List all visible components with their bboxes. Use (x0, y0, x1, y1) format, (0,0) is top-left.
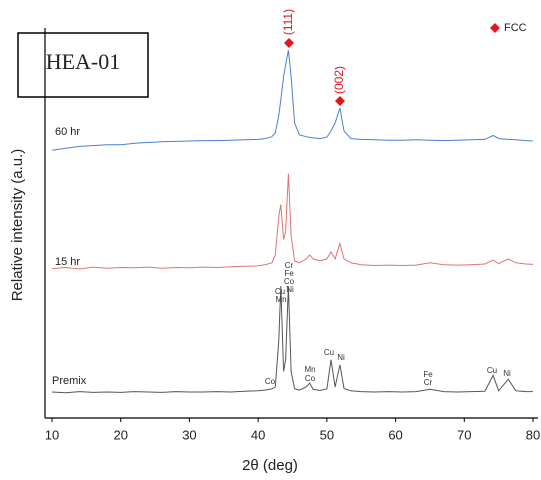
fcc-marker (284, 38, 294, 48)
annotation: Ni (337, 353, 345, 362)
annotation: Fe (284, 269, 294, 278)
annotation: Fe (423, 370, 433, 379)
annotation: Cr (285, 261, 294, 270)
annotation: (002) (332, 66, 346, 94)
y-axis-label: Relative intensity (a.u.) (9, 149, 26, 302)
annotation: Co (284, 277, 295, 286)
legend-marker (490, 23, 500, 33)
x-tick-label: 10 (45, 427, 59, 442)
fcc-marker (335, 96, 345, 106)
annotation: Co (305, 374, 316, 383)
legend-label: FCC (504, 22, 527, 34)
series-label: 15 hr (55, 256, 80, 268)
x-tick-label: 80 (526, 427, 540, 442)
label-box (17, 32, 149, 98)
annotation: Cu (275, 287, 285, 296)
annotation: Ni (286, 285, 294, 294)
x-tick-label: 50 (320, 427, 334, 442)
annotation: Ni (503, 369, 511, 378)
chart-label: HEA-01 (46, 49, 121, 74)
annotation: (111) (281, 9, 295, 35)
series-line (51, 286, 533, 394)
annotation: Cr (424, 378, 433, 387)
annotation: Cu (324, 348, 334, 357)
series-label: Premix (52, 375, 87, 387)
x-tick-label: 40 (251, 427, 265, 442)
x-axis-label: 2θ (deg) (242, 457, 298, 474)
x-tick-label: 30 (182, 427, 196, 442)
annotation: Mn (304, 365, 315, 374)
series-line (51, 50, 534, 151)
series-line (51, 173, 534, 270)
annotation: Mn (275, 295, 286, 304)
x-tick-label: 70 (457, 427, 471, 442)
series-label: 60 hr (55, 126, 80, 138)
x-tick-label: 60 (388, 427, 402, 442)
annotation: Cu (487, 366, 497, 375)
annotation: Co (265, 377, 276, 386)
x-tick-label: 20 (113, 427, 127, 442)
